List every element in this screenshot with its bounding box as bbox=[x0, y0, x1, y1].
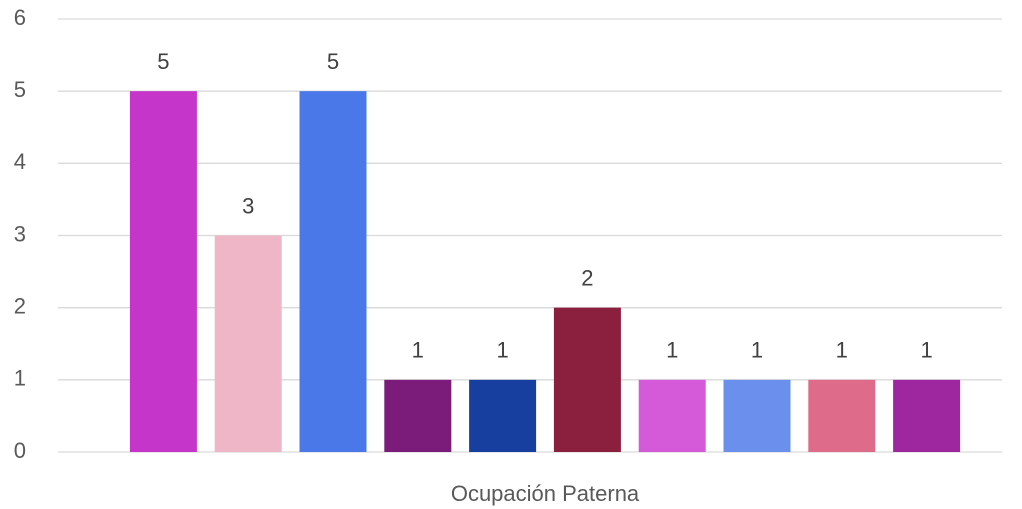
bar bbox=[808, 379, 876, 452]
bar bbox=[214, 235, 282, 452]
data-label: 5 bbox=[157, 49, 169, 74]
bar bbox=[469, 379, 537, 452]
bar bbox=[723, 379, 791, 452]
x-tick-label: Ocupación Paterna bbox=[451, 481, 640, 506]
data-label: 1 bbox=[920, 338, 932, 363]
bar bbox=[384, 379, 452, 452]
data-label: 1 bbox=[412, 338, 424, 363]
bar bbox=[553, 307, 621, 452]
y-tick-label: 0 bbox=[14, 438, 26, 463]
bar bbox=[893, 379, 961, 452]
y-tick-label: 3 bbox=[14, 221, 26, 246]
bar bbox=[129, 91, 197, 453]
data-label: 5 bbox=[327, 49, 339, 74]
data-label: 1 bbox=[496, 338, 508, 363]
y-tick-label: 4 bbox=[14, 149, 26, 174]
y-tick-label: 5 bbox=[14, 77, 26, 102]
data-label: 1 bbox=[666, 338, 678, 363]
y-tick-label: 2 bbox=[14, 293, 26, 318]
data-label: 1 bbox=[836, 338, 848, 363]
data-label: 1 bbox=[751, 338, 763, 363]
data-label: 3 bbox=[242, 193, 254, 218]
data-label: 2 bbox=[581, 265, 593, 290]
y-tick-label: 1 bbox=[14, 366, 26, 391]
y-tick-label: 6 bbox=[14, 5, 26, 30]
bar bbox=[299, 91, 367, 453]
bar bbox=[638, 379, 706, 452]
